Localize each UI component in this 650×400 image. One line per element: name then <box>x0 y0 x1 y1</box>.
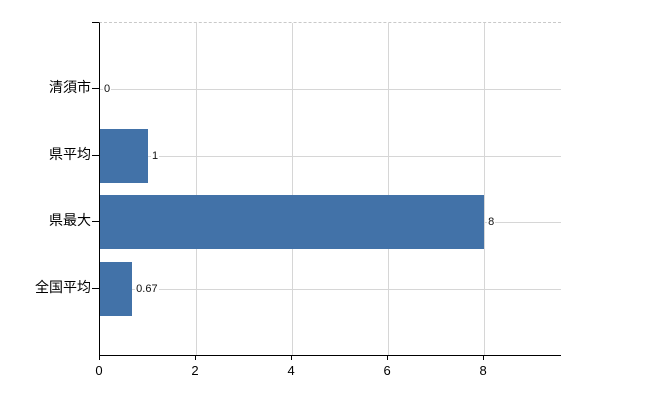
x-tick-label: 4 <box>287 363 295 378</box>
y-tick-mark <box>92 154 99 156</box>
x-tick-label: 8 <box>479 363 487 378</box>
bar <box>100 195 485 250</box>
category-label: 全国平均 <box>35 278 91 295</box>
value-label: 0.67 <box>135 281 159 296</box>
h-gridline <box>100 288 561 290</box>
category-label: 県平均 <box>49 145 91 162</box>
x-tick-mark <box>387 355 389 360</box>
category-label: 県最大 <box>49 212 91 229</box>
value-label: 1 <box>151 148 160 163</box>
v-gridline <box>292 23 294 355</box>
value-label: 0 <box>103 82 112 97</box>
bar <box>100 128 149 183</box>
x-tick-label: 0 <box>95 363 103 378</box>
x-tick-mark <box>99 355 100 360</box>
v-gridline <box>484 23 486 355</box>
y-tick-mark <box>92 88 99 90</box>
y-axis-top-tick <box>92 22 99 23</box>
x-tick-mark <box>291 355 293 360</box>
category-label: 清須市 <box>49 79 91 96</box>
bar <box>100 261 133 316</box>
h-gridline <box>100 89 561 91</box>
x-tick-mark <box>483 355 485 360</box>
x-tick-label: 6 <box>383 363 391 378</box>
v-gridline <box>196 23 198 355</box>
value-label: 8 <box>487 215 496 230</box>
x-tick-mark <box>195 355 197 360</box>
plot-area: 0 1 8 0.67 <box>99 22 561 356</box>
x-tick-label: 2 <box>191 363 199 378</box>
y-tick-mark <box>92 287 99 289</box>
h-gridline <box>100 155 561 157</box>
v-gridline <box>388 23 390 355</box>
y-tick-mark <box>92 221 99 223</box>
